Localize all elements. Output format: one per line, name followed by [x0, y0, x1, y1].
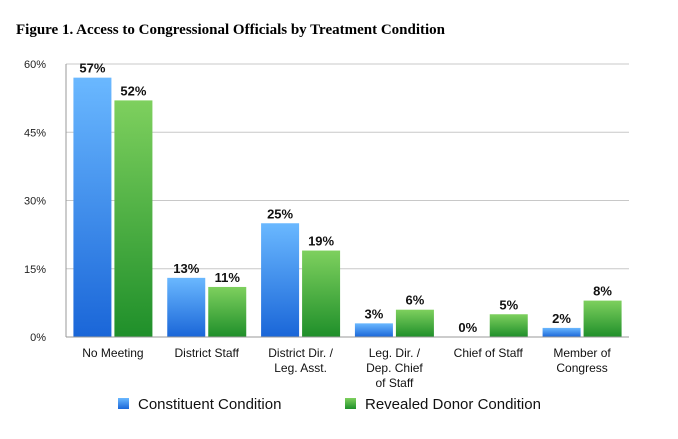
category-label: Member of	[553, 346, 611, 360]
bar-revealed-donor	[489, 314, 528, 337]
data-label: 5%	[499, 297, 518, 312]
data-label: 3%	[365, 306, 384, 321]
y-tick-label: 15%	[24, 264, 46, 276]
y-tick-label: 0%	[30, 332, 46, 344]
category-label: Dep. Chief	[366, 361, 423, 375]
bar-constituent	[73, 77, 112, 338]
data-label: 52%	[120, 83, 146, 98]
bar-revealed-donor	[208, 286, 247, 337]
category-label: Leg. Asst.	[274, 361, 327, 375]
data-label: 57%	[79, 61, 105, 76]
y-tick-label: 30%	[24, 196, 46, 208]
bar-revealed-donor	[302, 250, 341, 337]
data-label: 8%	[593, 284, 612, 299]
legend-swatch	[345, 398, 356, 409]
bar-constituent	[542, 327, 581, 337]
data-label: 25%	[267, 206, 293, 221]
data-label: 19%	[308, 234, 334, 249]
legend-label: Constituent Condition	[138, 396, 281, 413]
bar-revealed-donor	[114, 100, 153, 338]
bar-revealed-donor	[583, 300, 622, 337]
chart-title: Figure 1. Access to Congressional Offici…	[16, 22, 446, 38]
category-label: District Dir. /	[268, 346, 333, 360]
data-label: 13%	[173, 261, 199, 276]
data-label: 6%	[406, 293, 425, 308]
data-label: 11%	[215, 270, 241, 285]
bar-constituent	[354, 323, 393, 337]
legend-swatch	[118, 398, 129, 409]
data-label: 2%	[552, 311, 571, 326]
category-label: Congress	[556, 361, 607, 375]
legend-label: Revealed Donor Condition	[365, 396, 541, 413]
category-label: Chief of Staff	[454, 346, 524, 360]
category-label: No Meeting	[82, 346, 143, 360]
data-label: 0%	[458, 320, 477, 335]
category-label: of Staff	[376, 376, 414, 390]
y-tick-label: 45%	[24, 127, 46, 139]
bar-constituent	[167, 277, 206, 337]
bar-constituent	[261, 223, 300, 337]
y-tick-label: 60%	[24, 59, 46, 71]
category-label: Leg. Dir. /	[369, 346, 421, 360]
bar-revealed-donor	[395, 309, 434, 337]
category-label: District Staff	[175, 346, 240, 360]
